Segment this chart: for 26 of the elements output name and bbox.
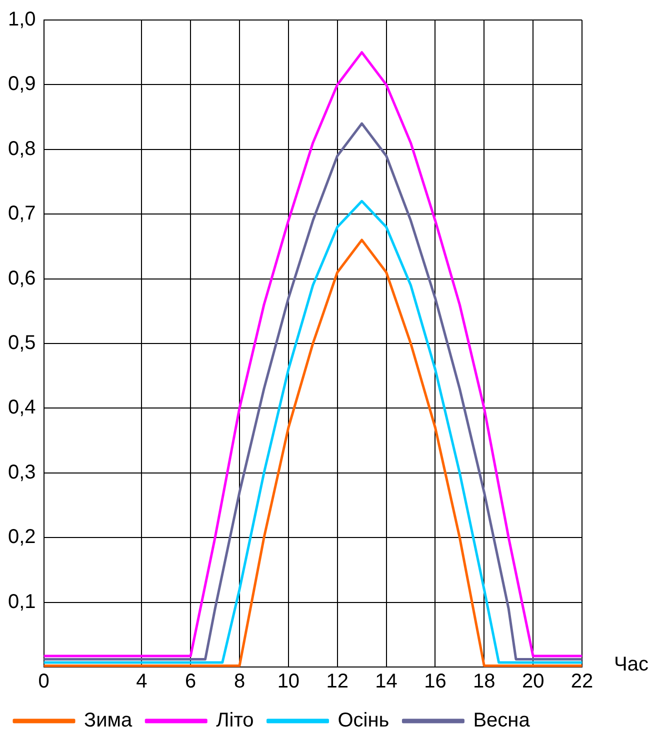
legend-label: Зима bbox=[84, 710, 133, 732]
x-tick-label: 0 bbox=[38, 670, 50, 693]
x-tick-label: 14 bbox=[375, 670, 398, 693]
x-tick-label: 6 bbox=[185, 670, 196, 693]
x-axis-title: Час bbox=[614, 654, 648, 676]
y-tick-label: 1,0 bbox=[8, 8, 36, 31]
y-tick-label: 0,9 bbox=[8, 73, 36, 96]
legend-label: Весна bbox=[473, 710, 531, 732]
y-tick-label: 0,6 bbox=[8, 267, 36, 290]
x-tick-label: 8 bbox=[234, 670, 246, 693]
legend-label: Осінь bbox=[338, 710, 390, 732]
y-tick-label: 0,3 bbox=[8, 461, 36, 484]
y-tick-label: 0,4 bbox=[8, 396, 36, 419]
x-tick-label: 18 bbox=[473, 670, 496, 693]
y-tick-label: 0,1 bbox=[8, 590, 36, 613]
x-tick-label: 16 bbox=[424, 670, 446, 693]
y-tick-label: 0,8 bbox=[8, 138, 36, 160]
x-tick-label: 12 bbox=[326, 670, 348, 693]
y-tick-label: 0,2 bbox=[8, 526, 36, 548]
x-tick-label: 4 bbox=[136, 670, 148, 693]
y-tick-label: 0,5 bbox=[8, 332, 36, 354]
x-tick-label: 22 bbox=[570, 670, 594, 693]
y-tick-label: 0,7 bbox=[8, 202, 36, 225]
x-tick-label: 10 bbox=[277, 670, 300, 693]
x-tick-label: 20 bbox=[522, 670, 544, 693]
legend-label: Літо bbox=[216, 710, 254, 732]
